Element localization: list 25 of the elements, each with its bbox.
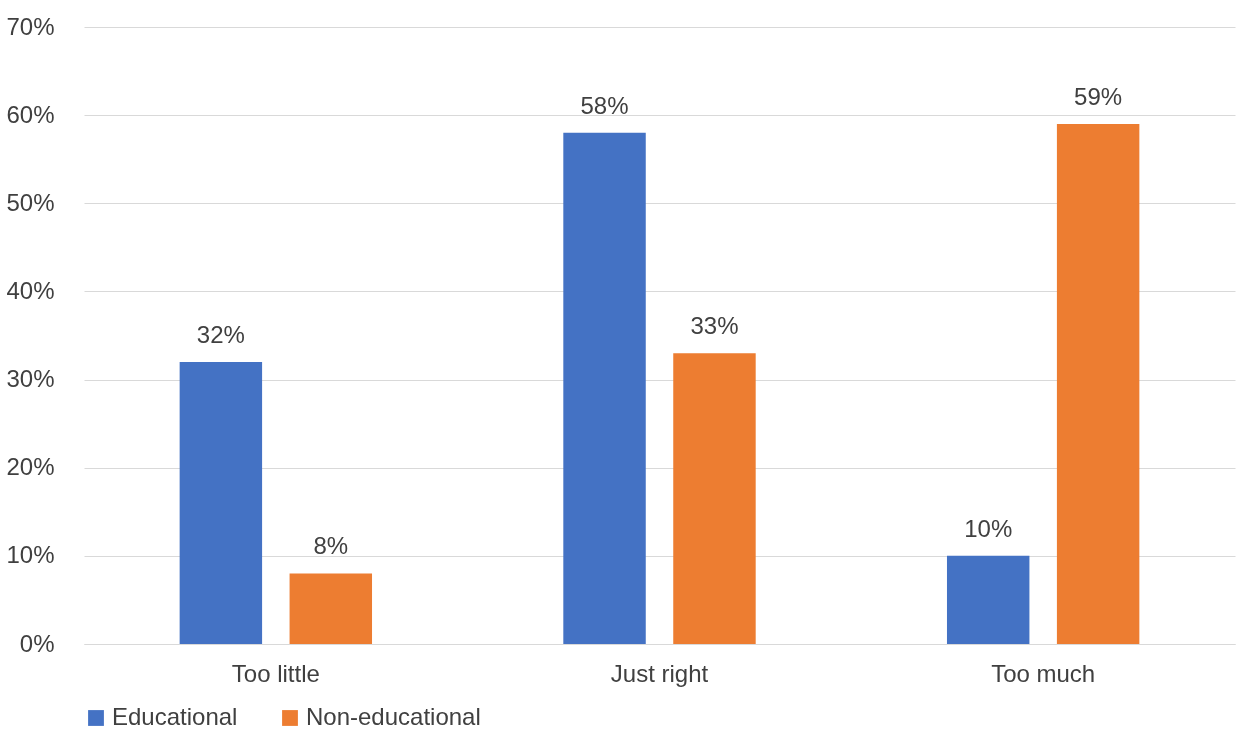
y-tick-label: 40% [6,276,55,304]
x-tick-label: Too much [991,659,1096,687]
y-tick-label: 10% [6,541,55,569]
bar [179,361,263,644]
y-tick-label: 70% [6,12,55,40]
bar [563,132,646,644]
data-label: 8% [313,532,349,560]
bar [946,555,1030,644]
data-label: 32% [196,320,245,348]
x-tick-label: Too little [231,659,320,687]
bar [289,573,373,644]
y-tick-label: 60% [6,100,55,128]
data-label: 10% [964,514,1013,542]
x-tick-label: Just right [610,659,709,687]
legend-label: Non-educational [306,703,481,730]
y-tick-label: 50% [6,188,55,216]
y-tick-label: 0% [19,629,55,657]
data-label: 59% [1074,82,1123,110]
y-tick-label: 20% [6,453,55,481]
y-tick-label: 30% [6,365,55,393]
bar [673,353,756,644]
data-label: 58% [580,91,629,119]
legend-label: Educational [112,703,238,730]
bar [1056,123,1140,644]
data-label: 33% [690,312,739,340]
